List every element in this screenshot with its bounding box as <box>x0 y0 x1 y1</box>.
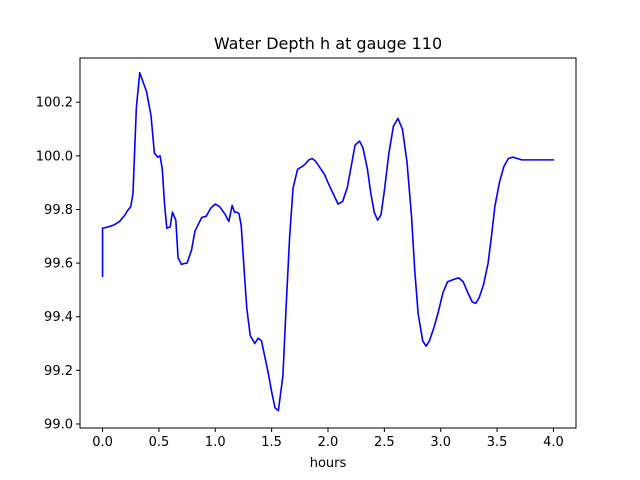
x-tick-label: 3.5 <box>487 435 508 450</box>
y-tick-label: 99.8 <box>44 203 73 218</box>
x-axis-label: hours <box>310 456 347 471</box>
y-tick-label: 100.2 <box>36 96 73 111</box>
x-axis: 0.0 0.5 1.0 1.5 2.0 2.5 3.0 3.5 4.0 <box>92 428 564 450</box>
x-tick-label: 0.0 <box>92 435 113 450</box>
y-tick-label: 99.2 <box>44 364 73 379</box>
chart-title: Water Depth h at gauge 110 <box>214 34 442 53</box>
y-tick-label: 99.0 <box>44 417 73 432</box>
x-tick-label: 2.0 <box>318 435 339 450</box>
y-tick-label: 100.0 <box>36 149 73 164</box>
x-tick-label: 1.0 <box>205 435 226 450</box>
y-tick-label: 99.4 <box>44 310 73 325</box>
x-tick-label: 4.0 <box>543 435 564 450</box>
x-tick-label: 1.5 <box>261 435 282 450</box>
y-axis: 99.0 99.2 99.4 99.6 99.8 100.0 100.2 <box>36 96 80 432</box>
x-tick-label: 0.5 <box>149 435 170 450</box>
x-tick-label: 3.0 <box>430 435 451 450</box>
x-tick-label: 2.5 <box>374 435 395 450</box>
series-line <box>101 71 555 412</box>
y-tick-label: 99.6 <box>44 257 73 272</box>
series-layer <box>101 71 555 412</box>
